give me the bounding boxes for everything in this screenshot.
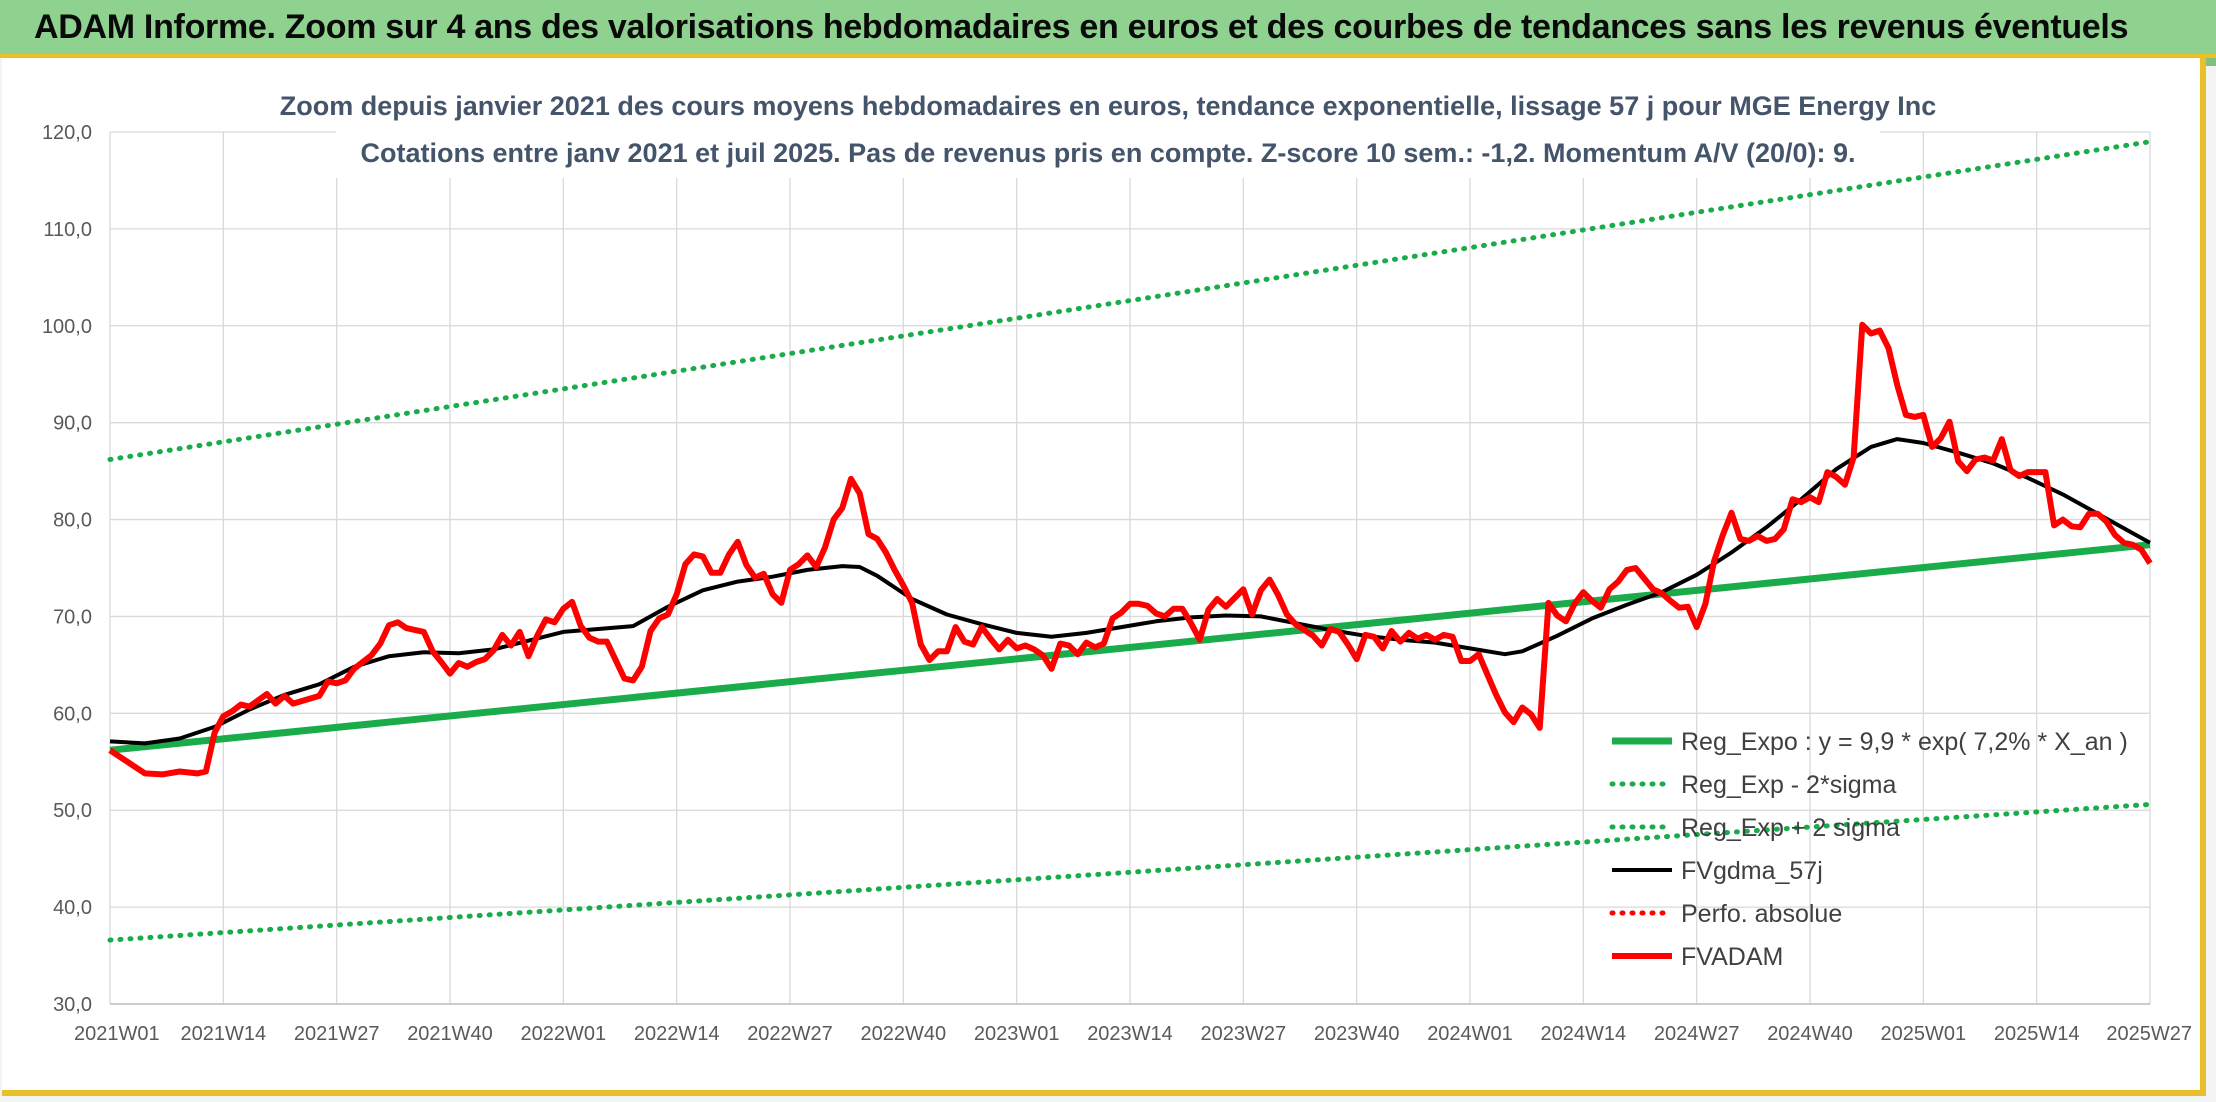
x-tick-label: 2024W40: [1767, 1023, 1853, 1045]
banner-title: ADAM Informe. Zoom sur 4 ans des valoris…: [34, 8, 2129, 46]
y-tick-label: 70,0: [53, 606, 92, 628]
y-tick-label: 60,0: [53, 703, 92, 725]
x-tick-label: 2025W27: [2106, 1023, 2192, 1045]
x-tick-label: 2023W01: [974, 1023, 1060, 1045]
chart-title-line-1: Zoom depuis janvier 2021 des cours moyen…: [280, 91, 1937, 121]
series-line-fvadam: [108, 321, 2153, 778]
x-tick-label: 2023W40: [1314, 1023, 1400, 1045]
legend-label: FVgdma_57j: [1681, 857, 1823, 885]
y-tick-label: 50,0: [53, 800, 92, 822]
x-tick-label: 2024W27: [1654, 1023, 1740, 1045]
x-tick-label: 2022W01: [521, 1023, 607, 1045]
x-tick-label: 2021W40: [407, 1023, 493, 1045]
legend-label: Reg_Expo : y = 9,9 * exp( 7,2% * X_an ): [1681, 728, 2128, 756]
x-tick-label: 2022W40: [861, 1023, 947, 1045]
title-backdrop: [336, 86, 1880, 178]
legend-label: Perfo. absolue: [1681, 900, 1842, 928]
x-tick-label: 2025W14: [1994, 1023, 2080, 1045]
series-line-reg-expo-y-9-9-exp-7-2-x-an: [109, 541, 2151, 754]
x-tick-label: 2021W01: [74, 1023, 160, 1045]
chart-title-line-2: Cotations entre janv 2021 et juil 2025. …: [360, 138, 1855, 168]
y-tick-label: 90,0: [53, 413, 92, 435]
x-tick-label: 2021W27: [294, 1023, 380, 1045]
y-tick-label: 100,0: [42, 316, 92, 338]
y-tick-label: 120,0: [42, 122, 92, 144]
corner-accent: [2200, 58, 2216, 66]
x-tick-label: 2022W27: [747, 1023, 833, 1045]
legend: Reg_Expo : y = 9,9 * exp( 7,2% * X_an ) R…: [1609, 728, 2128, 971]
y-tick-label: 80,0: [53, 510, 92, 532]
series-group: [107, 139, 2153, 943]
x-tick-label: 2025W01: [1881, 1023, 1967, 1045]
legend-label: Reg_Exp + 2 sigma: [1681, 814, 1900, 842]
x-tick-label: 2023W27: [1201, 1023, 1287, 1045]
x-tick-label: 2021W14: [181, 1023, 267, 1045]
series-line-reg-exp-2-sigma: [107, 801, 2153, 943]
y-tick-label: 40,0: [53, 897, 92, 919]
x-axis-ticks: 2021W01 2021W14 2021W27 2021W40 2022W01 2022W…: [74, 1023, 2192, 1045]
x-tick-label: 2023W14: [1087, 1023, 1173, 1045]
y-tick-label: 30,0: [53, 994, 92, 1016]
legend-label: Reg_Exp - 2*sigma: [1681, 771, 1896, 799]
x-tick-label: 2024W01: [1427, 1023, 1513, 1045]
y-tick-label: 110,0: [43, 219, 92, 241]
x-tick-label: 2024W14: [1541, 1023, 1627, 1045]
y-axis-ticks: 30,0 40,0 50,0 60,0 70,0 80,0 90,0 100,0 110,0 12…: [42, 122, 92, 1016]
series-line-reg-exp-2-sigma: [107, 139, 2153, 462]
x-tick-label: 2022W14: [634, 1023, 720, 1045]
report-banner: ADAM Informe. Zoom sur 4 ans des valoris…: [0, 0, 2216, 58]
legend-label: FVADAM: [1681, 943, 1783, 971]
